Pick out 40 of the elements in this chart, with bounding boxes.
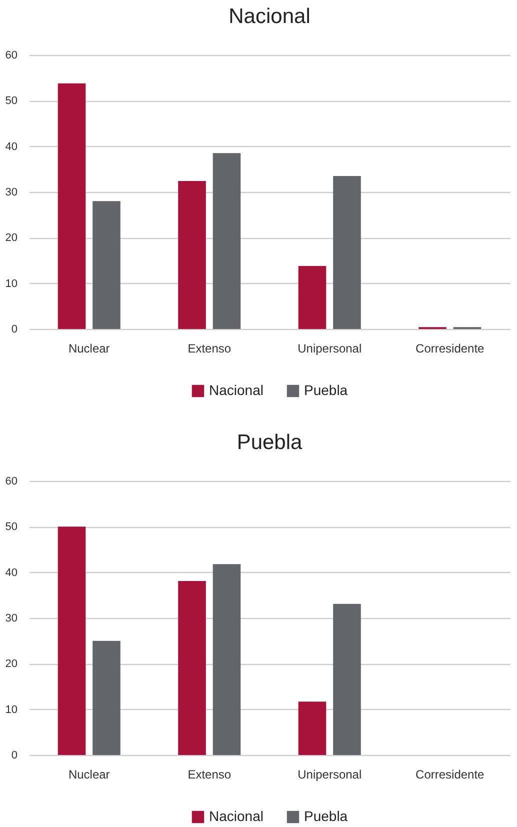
bar [298,266,326,329]
y-tick-label: 10 [5,704,18,716]
y-tick-label: 10 [5,278,18,290]
bar [58,83,86,329]
bar [333,604,361,755]
legend-label: Nacional [209,382,264,398]
y-tick-label: 0 [11,750,18,762]
y-tick-label: 40 [5,140,18,153]
y-tick-label: 60 [5,476,18,488]
legend-label: Puebla [304,382,348,398]
bar [298,702,326,755]
legend-label: Nacional [209,808,264,824]
bar [92,201,120,329]
y-tick-label: 20 [5,658,18,670]
y-tick-label: 50 [5,521,18,534]
y-tick-label: 20 [5,232,18,244]
bar [212,153,241,329]
bar [333,176,361,329]
bar [58,526,86,755]
x-tick-label: Corresidente [416,342,485,356]
x-tick-label: Corresidente [416,768,485,782]
y-tick-label: 0 [11,324,18,336]
legend-label: Puebla [304,808,348,824]
bar [92,640,120,755]
y-tick-label: 30 [5,612,18,624]
bar [178,181,206,329]
y-tick-label: 50 [5,95,18,108]
chart-title: Nacional [228,5,310,28]
y-tick-label: 60 [5,50,18,62]
x-tick-label: Nuclear [68,768,110,782]
bar [178,581,206,755]
x-tick-label: Unipersonal [298,342,362,356]
x-tick-label: Nuclear [68,342,110,356]
x-tick-label: Extenso [188,768,232,782]
chart-title: Puebla [236,431,303,454]
x-tick-label: Unipersonal [298,768,362,782]
bar [212,564,241,755]
y-tick-label: 30 [5,186,18,198]
y-tick-label: 40 [5,566,18,579]
x-tick-label: Extenso [188,342,232,356]
